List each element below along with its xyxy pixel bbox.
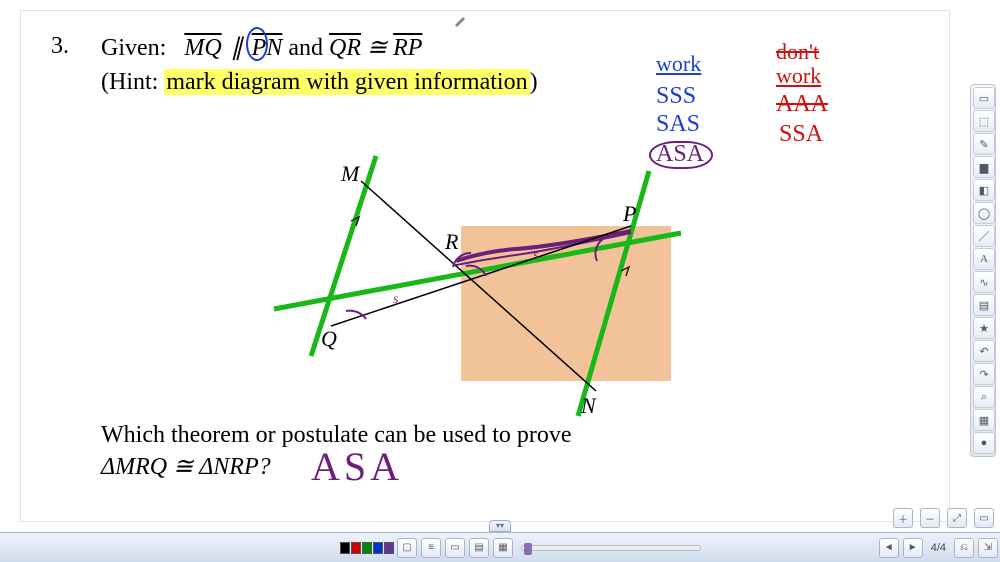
bb-tool5[interactable]: ▦ <box>493 538 513 558</box>
tool-pointer[interactable]: ▭ <box>973 87 995 109</box>
tray-handle[interactable]: ▾▾ <box>489 520 511 532</box>
right-toolbar: ▭ ⬚ ✎ ▆ ◧ ◯ ／ A ∿ ▤ ★ ↶ ↷ ⌕ ▦ ● <box>970 84 996 457</box>
label-m: M <box>340 161 361 186</box>
tool-fill[interactable]: ▤ <box>973 294 995 316</box>
label-r: R <box>444 229 459 254</box>
label-n: N <box>580 393 597 418</box>
tool-undo[interactable]: ↶ <box>973 340 995 362</box>
tool-pen[interactable]: ✎ <box>973 133 995 155</box>
prev-page-button[interactable]: ◄ <box>879 538 899 558</box>
hint-text: mark diagram with given information <box>164 69 529 95</box>
parallel-circle-annotation <box>246 27 268 61</box>
tick-s2: s <box>533 248 539 263</box>
hw-ssa: SSA <box>779 121 823 148</box>
highlight-rect <box>461 226 671 381</box>
bb-tool4[interactable]: ▤ <box>469 538 489 558</box>
tool-lasso[interactable]: ∿ <box>973 271 995 293</box>
bb-end1[interactable]: ⎌ <box>954 538 974 558</box>
cong2: ≅ <box>173 454 193 480</box>
color-red[interactable] <box>351 542 361 554</box>
tool-record[interactable]: ● <box>973 432 995 454</box>
hw-dont: don't <box>776 39 819 65</box>
zoom-page-button[interactable]: ▭ <box>974 508 994 528</box>
color-green[interactable] <box>362 542 372 554</box>
color-black[interactable] <box>340 542 350 554</box>
hw-work2: work <box>776 63 821 89</box>
zoom-in-button[interactable]: ＋ <box>893 508 913 528</box>
bb-end2[interactable]: ⇲ <box>978 538 998 558</box>
hw-answer: ASA <box>311 443 403 490</box>
tool-grid[interactable]: ▦ <box>973 409 995 431</box>
given-label: Given: <box>101 35 166 61</box>
tool-text[interactable]: A <box>973 248 995 270</box>
zoom-fit-button[interactable]: ⤢ <box>947 508 967 528</box>
hint-line: (Hint: mark diagram with given informati… <box>101 69 538 96</box>
color-blue[interactable] <box>373 542 383 554</box>
tri-nrp: ΔNRP? <box>199 454 270 480</box>
zoom-controls: ＋ － ⤢ ▭ <box>891 508 996 528</box>
tri-mrq: ΔMRQ <box>101 454 167 480</box>
color-purple[interactable] <box>384 542 394 554</box>
pen-cursor-icon <box>453 13 467 27</box>
tool-eraser[interactable]: ◧ <box>973 179 995 201</box>
tick-s1: s <box>393 292 399 307</box>
hint-close: ) <box>530 69 538 95</box>
problem-number: 3. <box>51 33 69 60</box>
bb-tool1[interactable]: ▢ <box>397 538 417 558</box>
seg-rp: RP <box>393 35 422 61</box>
timeline-slider[interactable] <box>521 545 701 551</box>
hw-aaa: AAA <box>776 91 828 118</box>
and-text: and <box>288 35 329 61</box>
tool-highlighter[interactable]: ▆ <box>973 156 995 178</box>
bb-tool3[interactable]: ▭ <box>445 538 465 558</box>
congruent-symbol: ≅ <box>367 35 387 61</box>
hw-work: work <box>656 51 701 77</box>
page-indicator: 4/4 <box>931 542 946 554</box>
whiteboard-page: 3. Given: MQ ∥ PN and QR ≅ RP (Hint: mar… <box>20 10 950 522</box>
tool-zoom[interactable]: ⌕ <box>973 386 995 408</box>
hint-open: (Hint: <box>101 69 164 95</box>
tool-redo[interactable]: ↷ <box>973 363 995 385</box>
next-page-button[interactable]: ► <box>903 538 923 558</box>
bottom-toolbar: ▢ ≡ ▭ ▤ ▦ ◄ ► 4/4 ⎌ ⇲ <box>0 532 1000 562</box>
asa-circle <box>649 141 713 169</box>
seg-qr: QR <box>329 35 361 61</box>
color-wells <box>340 542 395 554</box>
label-p: P <box>622 201 636 226</box>
tool-stamp[interactable]: ★ <box>973 317 995 339</box>
bb-tool2[interactable]: ≡ <box>421 538 441 558</box>
zoom-out-button[interactable]: － <box>920 508 940 528</box>
geometry-diagram: s s M Q R P N <box>21 131 721 431</box>
question-line2: ΔMRQ ≅ ΔNRP? <box>101 451 271 483</box>
tool-line[interactable]: ／ <box>973 225 995 247</box>
hw-sss: SSS <box>656 83 696 110</box>
hw-sas: SAS <box>656 111 700 138</box>
seg-mq: MQ <box>184 35 221 61</box>
label-q: Q <box>321 326 337 351</box>
tool-select[interactable]: ⬚ <box>973 110 995 132</box>
parallel-symbol: ∥ <box>228 35 246 61</box>
tool-shape[interactable]: ◯ <box>973 202 995 224</box>
